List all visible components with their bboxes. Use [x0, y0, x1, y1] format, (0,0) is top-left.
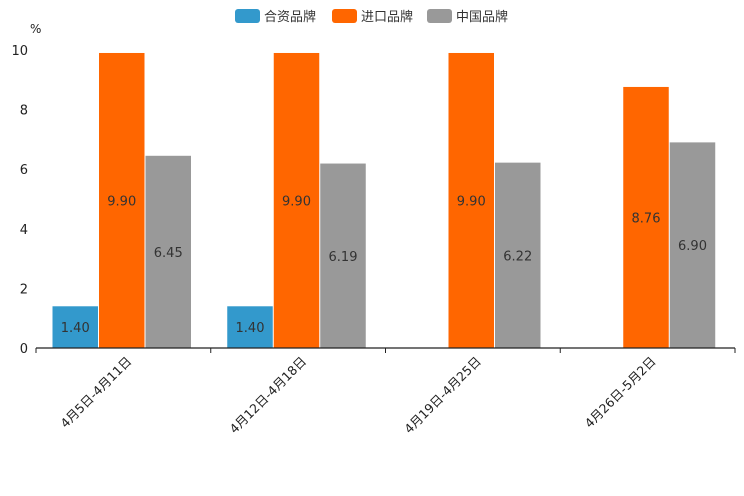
data-label-2-3: 9.90 [457, 194, 486, 209]
bar-1-1 [52, 306, 98, 348]
bar-2-3 [448, 52, 494, 348]
bar-1-2 [227, 306, 273, 348]
data-label-3-3: 6.22 [503, 249, 532, 264]
bar-2-2 [273, 52, 320, 348]
data-label-2-2: 9.90 [282, 194, 311, 209]
y-axis-unit-label: % [30, 22, 41, 36]
data-label-3-1: 6.45 [154, 246, 183, 261]
data-label-2-4: 8.76 [632, 211, 661, 226]
bar-3-3 [495, 162, 541, 348]
y-tick-label-6: 6 [20, 163, 28, 178]
legend-label-1: 合资品牌 [264, 9, 316, 25]
bar-2-1 [99, 52, 145, 348]
legend-label-3: 中国品牌 [456, 9, 508, 25]
x-category-label-1: 4月5日-4月11日 [57, 354, 134, 431]
x-category-label-3: 4月19日-4月25日 [401, 354, 484, 437]
y-tick-label-0: 0 [20, 342, 28, 357]
bar-2-4 [623, 86, 669, 349]
legend-swatch-1 [235, 9, 260, 23]
legend-swatch-3 [427, 9, 452, 23]
y-tick-label-10: 10 [11, 44, 28, 59]
y-tick-label-2: 2 [20, 282, 28, 297]
bar-3-1 [145, 155, 191, 348]
data-label-3-2: 6.19 [329, 250, 358, 265]
bars: 1.40 9.90 6.45 1.40 9.90 6.19 9.90 6.22 8.76 6.90 [52, 52, 716, 349]
x-category-label-2: 4月12日-4月18日 [226, 354, 309, 437]
y-tick-label-4: 4 [20, 223, 28, 238]
legend-swatch-2 [332, 9, 357, 23]
data-label-3-4: 6.90 [678, 239, 707, 254]
bar-3-2 [320, 163, 366, 348]
legend-label-2: 进口品牌 [361, 9, 413, 25]
x-category-label-4: 4月26日-5月2日 [581, 354, 658, 431]
data-label-1-2: 1.40 [236, 321, 265, 336]
y-tick-label-8: 8 [20, 104, 28, 119]
x-axis: 4月5日-4月11日 4月12日-4月18日 4月19日-4月25日 4月26日-5月… [35, 347, 736, 437]
data-label-1-1: 1.40 [61, 321, 90, 336]
legend: 合资品牌 进口品牌 中国品牌 [235, 9, 508, 25]
data-label-2-1: 9.90 [107, 194, 136, 209]
bar-3-4 [669, 142, 716, 348]
y-axis: 0 2 4 6 8 10 [11, 44, 28, 357]
